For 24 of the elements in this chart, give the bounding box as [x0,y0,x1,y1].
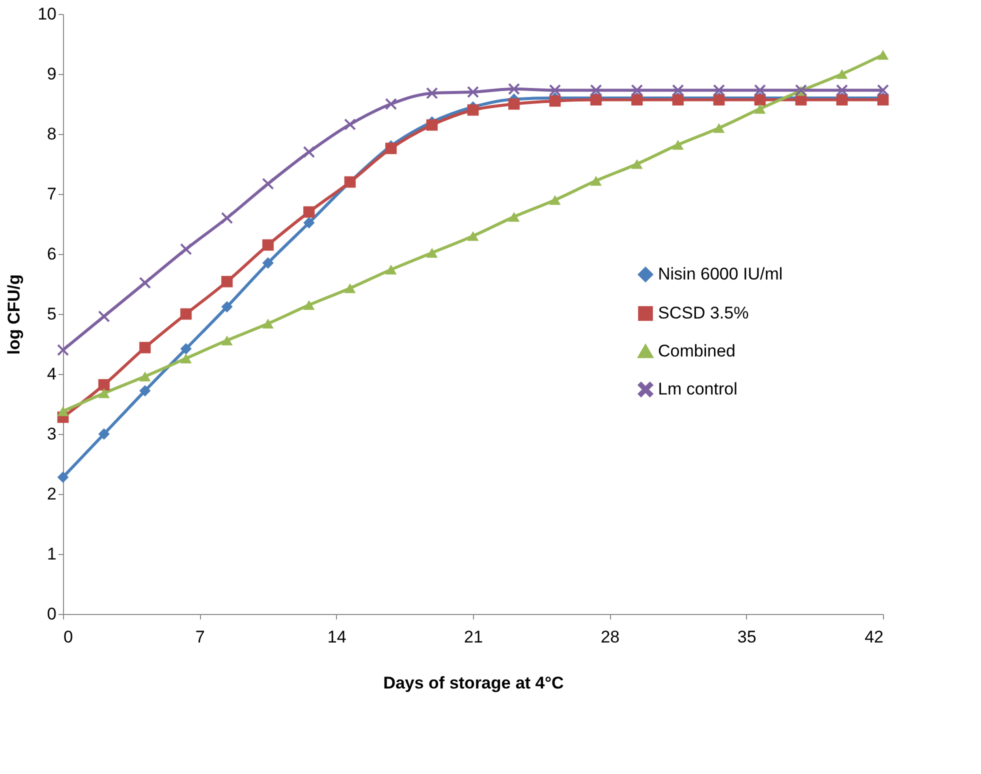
y-tick-label: 7 [47,184,56,204]
legend-label: SCSD 3.5% [658,304,749,322]
y-tick-label: 0 [47,604,56,624]
x-tick-label: 0 [64,628,73,646]
legend-label: Lm control [658,380,738,398]
x-tick-label: 42 [864,628,884,646]
y-axis-title: log CFU/g [4,274,24,355]
x-tick-label: 35 [737,628,756,646]
y-tick-label: 2 [47,484,56,504]
y-tick-label: 3 [47,424,56,444]
x-tick-label: 21 [464,628,483,646]
legend-label: Nisin 6000 IU/ml [658,264,783,284]
x-tick-label: 28 [600,628,620,646]
y-tick-label: 8 [47,124,56,144]
y-tick-label: 4 [47,364,56,384]
y-tick-label: 6 [47,244,56,264]
x-tick-label: 7 [195,628,205,646]
x-tick-label: 14 [327,628,346,646]
x-axis-title: Days of storage at 4°C [383,674,564,692]
y-tick-label: 5 [47,304,56,324]
y-tick-label: 1 [47,544,56,564]
y-tick-label: 9 [47,64,56,84]
legend-label: Combined [658,342,736,360]
y-tick-label: 10 [38,4,56,24]
